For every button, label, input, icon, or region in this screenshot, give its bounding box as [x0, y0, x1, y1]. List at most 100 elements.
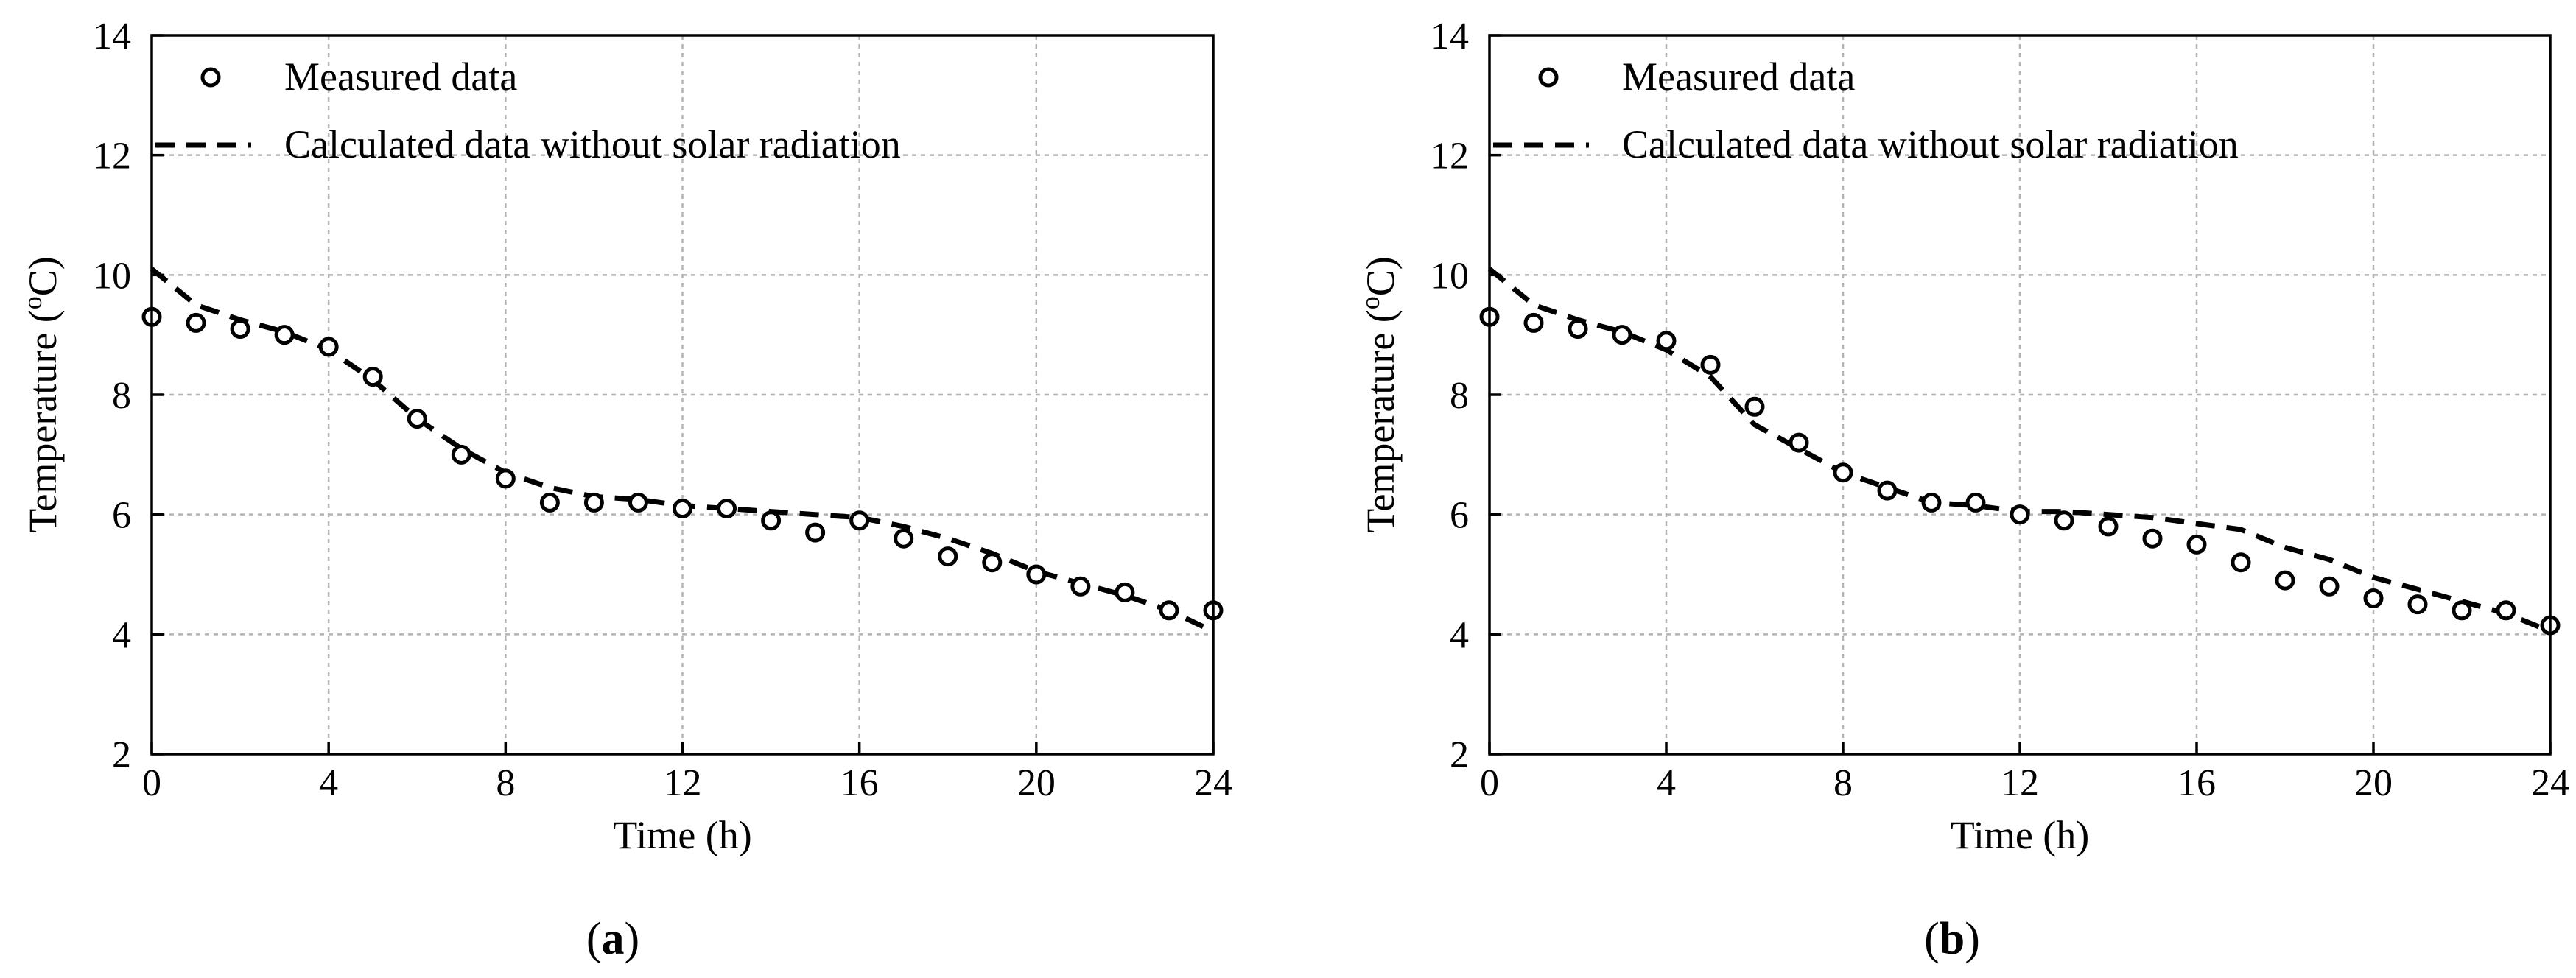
measured-point [2319, 576, 2340, 597]
y-axis-title-degree: o [18, 296, 47, 309]
measured-point [2363, 588, 2384, 609]
measured-point [2142, 528, 2163, 549]
x-tick-label: 8 [1833, 762, 1853, 804]
y-axis-title-unit: C) [1358, 256, 1403, 296]
y-tick-label: 6 [112, 495, 131, 537]
measured-point [1070, 576, 1091, 597]
x-tick-label: 8 [496, 762, 515, 804]
measured-point [495, 468, 516, 489]
y-tick-label: 14 [1431, 15, 1469, 57]
measured-point [2231, 552, 2251, 573]
measured-point [628, 492, 648, 513]
x-axis: 0 4 8 12 16 20 24 [1480, 742, 2569, 804]
x-tick-label: 4 [1657, 762, 1676, 804]
y-tick-label: 6 [1450, 495, 1469, 537]
measured-point [1700, 354, 1721, 375]
panel-caption-letter: b [1940, 914, 1965, 964]
panel-caption-close: ) [1965, 914, 1980, 964]
y-tick-label: 4 [1450, 614, 1469, 656]
measured-point [1877, 480, 1898, 501]
panel-caption: (b) [1924, 914, 1980, 964]
measured-point [1921, 492, 1942, 513]
y-tick-label: 2 [1450, 734, 1469, 776]
legend-measured-marker [200, 67, 221, 88]
measured-point [2452, 600, 2472, 621]
measured-point [2275, 570, 2295, 591]
legend: Measured data Calculated data without sol… [155, 54, 901, 166]
y-axis-title-degree: o [1355, 296, 1385, 309]
measured-point [1568, 319, 1588, 340]
panel-caption-open: ( [586, 914, 602, 964]
y-axis: 2 4 6 8 10 12 14 [1431, 15, 1501, 776]
measured-point [539, 492, 560, 513]
legend-measured-label: Measured data [284, 54, 517, 99]
y-tick-label: 12 [93, 136, 131, 177]
y-tick-label: 8 [112, 375, 131, 417]
legend-measured-label: Measured data [1622, 54, 1855, 99]
measured-point [362, 367, 383, 387]
measured-point [1115, 582, 1135, 602]
measured-point [1612, 325, 1632, 345]
legend-calculated-label: Calculated data without solar radiation [284, 122, 901, 166]
measured-series [141, 306, 1224, 621]
x-axis-title: Time (h) [1951, 813, 2090, 857]
measured-point [805, 522, 826, 543]
measured-point [1744, 396, 1765, 417]
x-tick-label: 0 [142, 762, 161, 804]
measured-point [318, 337, 339, 357]
grid [152, 35, 1213, 754]
measured-point [451, 444, 471, 465]
panel-caption: (a) [586, 914, 639, 964]
x-tick-label: 24 [1194, 762, 1232, 804]
measured-point [230, 319, 250, 340]
measured-point [894, 528, 914, 549]
measured-point [1523, 312, 1544, 333]
measured-series [1479, 306, 2561, 636]
legend-calculated-label: Calculated data without solar radiation [1622, 122, 2239, 166]
measured-point [1026, 564, 1047, 585]
measured-point [1656, 331, 1677, 351]
x-tick-label: 24 [2531, 762, 2569, 804]
measured-point [1833, 462, 1853, 483]
measured-point [2496, 600, 2516, 621]
x-tick-label: 0 [1480, 762, 1499, 804]
legend: Measured data Calculated data without sol… [1493, 54, 2239, 166]
y-tick-label: 4 [112, 614, 131, 656]
measured-point [938, 546, 958, 567]
measured-point [2098, 516, 2119, 537]
y-tick-label: 10 [1431, 255, 1469, 297]
y-axis-title: Temperature (oC) [18, 256, 65, 533]
panel-caption-open: ( [1924, 914, 1940, 964]
measured-point [274, 325, 295, 345]
measured-point [1789, 432, 1809, 453]
measured-point [1965, 492, 1986, 513]
measured-point [761, 510, 782, 531]
measured-point [1159, 600, 1179, 621]
y-tick-label: 8 [1450, 375, 1469, 417]
measured-point [2407, 594, 2428, 615]
y-tick-label: 14 [93, 15, 131, 57]
measured-point [2186, 534, 2207, 555]
y-axis: 2 4 6 8 10 12 14 [93, 15, 164, 776]
y-tick-label: 12 [1431, 136, 1469, 177]
measured-point [186, 312, 206, 333]
x-tick-label: 4 [319, 762, 338, 804]
x-axis: 0 4 8 12 16 20 24 [142, 742, 1232, 804]
y-axis-title-unit: C) [21, 256, 65, 296]
measured-point [583, 492, 604, 513]
measured-point [2010, 504, 2030, 525]
y-tick-label: 10 [93, 255, 131, 297]
x-tick-label: 20 [1017, 762, 1056, 804]
panel-caption-letter: a [602, 914, 625, 964]
x-tick-label: 16 [2177, 762, 2216, 804]
y-axis-title-main: Temperature ( [21, 309, 65, 533]
y-tick-label: 2 [112, 734, 131, 776]
measured-point [849, 510, 870, 531]
x-axis-title: Time (h) [613, 813, 752, 857]
panel-caption-close: ) [625, 914, 640, 964]
y-axis-title: Temperature (oC) [1355, 256, 1403, 533]
x-tick-label: 16 [840, 762, 879, 804]
